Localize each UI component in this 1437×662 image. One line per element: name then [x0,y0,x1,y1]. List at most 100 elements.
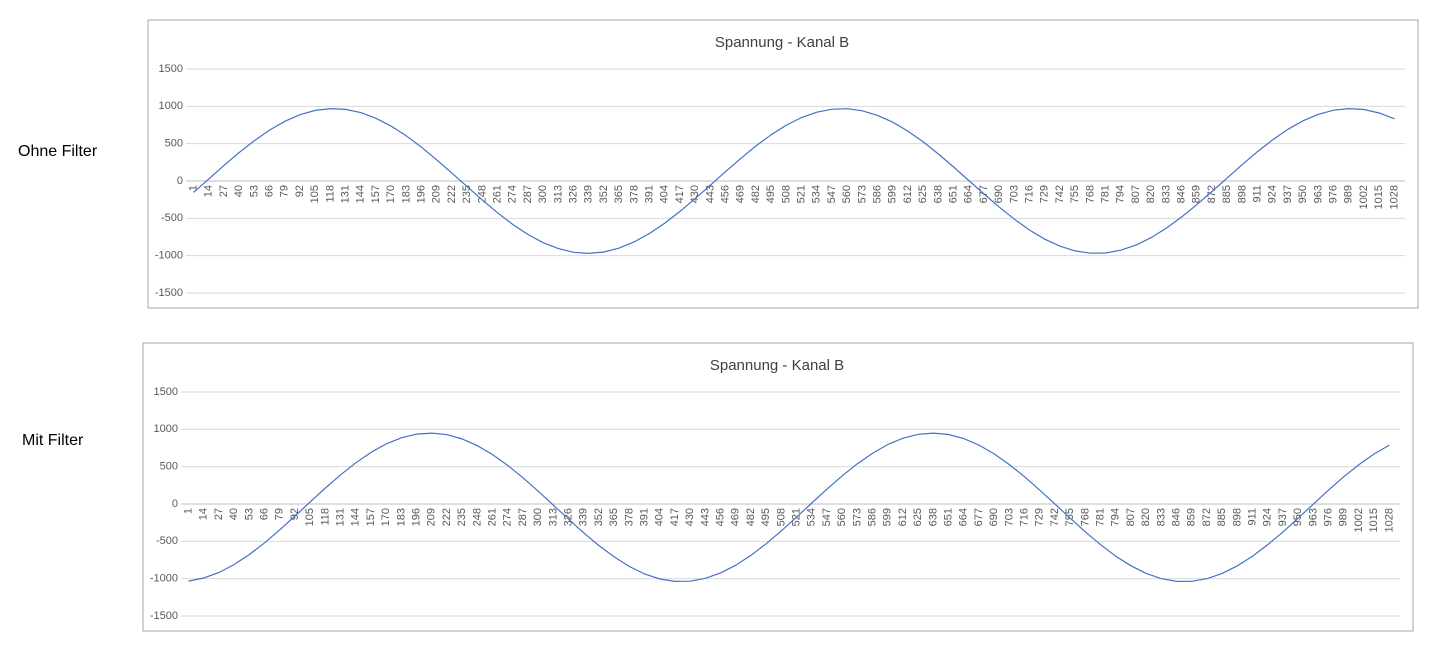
x-tick-label: 508 [775,508,787,526]
x-tick-label: 950 [1297,185,1309,203]
x-tick-label: 352 [598,185,610,203]
y-tick-label: -1000 [155,250,183,262]
x-tick-label: 274 [502,508,514,526]
x-tick-label: 534 [806,508,818,526]
x-tick-label: 92 [289,508,301,520]
x-tick-label: 612 [897,508,909,526]
x-tick-label: 235 [461,185,473,203]
chart-title: Spannung - Kanal B [710,357,844,374]
x-tick-label: 794 [1110,508,1122,526]
x-tick-label: 846 [1171,508,1183,526]
x-tick-label: 456 [715,508,727,526]
x-tick-label: 885 [1221,185,1233,203]
y-tick-label: 500 [160,461,178,473]
x-tick-label: 937 [1277,508,1289,526]
data-line [193,107,1395,255]
x-tick-label: 755 [1069,185,1081,203]
x-tick-label: 1002 [1353,508,1365,532]
x-tick-label: 924 [1267,185,1279,203]
x-tick-label: 144 [350,508,362,526]
x-tick-label: 196 [416,185,428,203]
x-tick-label: 690 [988,508,1000,526]
x-tick-label: 79 [279,185,291,197]
x-tick-label: 794 [1115,185,1127,203]
x-tick-label: 365 [608,508,620,526]
y-tick-label: 1000 [159,100,183,112]
x-tick-label: 963 [1312,185,1324,203]
x-tick-label: 898 [1236,185,1248,203]
y-tick-label: -1500 [150,610,178,622]
x-tick-label: 872 [1201,508,1213,526]
x-tick-label: 560 [841,185,853,203]
y-tick-label: -1000 [150,573,178,585]
y-tick-label: 1500 [159,63,183,75]
x-tick-label: 144 [355,185,367,203]
x-tick-label: 937 [1282,185,1294,203]
x-tick-label: 14 [203,185,215,197]
x-tick-label: 14 [198,508,210,520]
x-tick-label: 378 [628,185,640,203]
x-tick-label: 989 [1343,185,1355,203]
x-tick-label: 963 [1307,508,1319,526]
x-tick-label: 40 [233,185,245,197]
x-tick-label: 66 [264,185,276,197]
x-tick-label: 287 [517,508,529,526]
x-tick-label: 105 [309,185,321,203]
x-tick-label: 807 [1125,508,1137,526]
x-tick-label: 248 [476,185,488,203]
x-tick-label: 573 [856,185,868,203]
x-tick-label: 118 [319,508,331,526]
x-tick-label: 586 [872,185,884,203]
x-tick-label: 79 [274,508,286,520]
x-tick-label: 430 [684,508,696,526]
x-tick-label: 1002 [1358,185,1370,209]
x-tick-label: 1 [183,508,195,514]
x-tick-label: 313 [552,185,564,203]
x-tick-label: 807 [1130,185,1142,203]
x-tick-label: 859 [1191,185,1203,203]
x-tick-label: 521 [796,185,808,203]
x-tick-label: 703 [1008,185,1020,203]
x-tick-label: 66 [259,508,271,520]
x-tick-label: 1015 [1368,508,1380,532]
x-tick-label: 625 [912,508,924,526]
chart-frame [142,342,1414,632]
x-tick-label: 92 [294,185,306,197]
x-tick-label: 690 [993,185,1005,203]
x-tick-label: 404 [654,508,666,526]
x-tick-label: 599 [887,185,899,203]
x-tick-label: 560 [836,508,848,526]
x-tick-label: 885 [1216,508,1228,526]
x-tick-label: 157 [365,508,377,526]
x-tick-label: 1028 [1388,185,1400,209]
x-tick-label: 482 [745,508,757,526]
x-tick-label: 300 [532,508,544,526]
y-tick-label: 1000 [154,423,178,435]
x-tick-label: 664 [963,185,975,203]
y-tick-label: -500 [156,535,178,547]
x-tick-label: 391 [639,508,651,526]
x-tick-label: 1015 [1373,185,1385,209]
x-tick-label: 781 [1095,508,1107,526]
x-tick-label: 287 [522,185,534,203]
x-tick-label: 183 [395,508,407,526]
x-tick-label: 599 [882,508,894,526]
x-tick-label: 131 [335,508,347,526]
x-tick-label: 261 [492,185,504,203]
x-tick-label: 53 [248,185,260,197]
x-tick-label: 1028 [1383,508,1395,532]
x-tick-label: 339 [578,508,590,526]
x-tick-label: 625 [917,185,929,203]
x-tick-label: 248 [471,508,483,526]
x-tick-label: 534 [811,185,823,203]
x-tick-label: 40 [228,508,240,520]
x-tick-label: 989 [1338,508,1350,526]
x-tick-label: 170 [380,508,392,526]
y-tick-label: 0 [172,498,178,510]
x-tick-label: 313 [547,508,559,526]
row-label: Ohne Filter [18,143,98,160]
x-tick-label: 976 [1328,185,1340,203]
x-tick-label: 742 [1049,508,1061,526]
row-label: Mit Filter [22,432,84,449]
